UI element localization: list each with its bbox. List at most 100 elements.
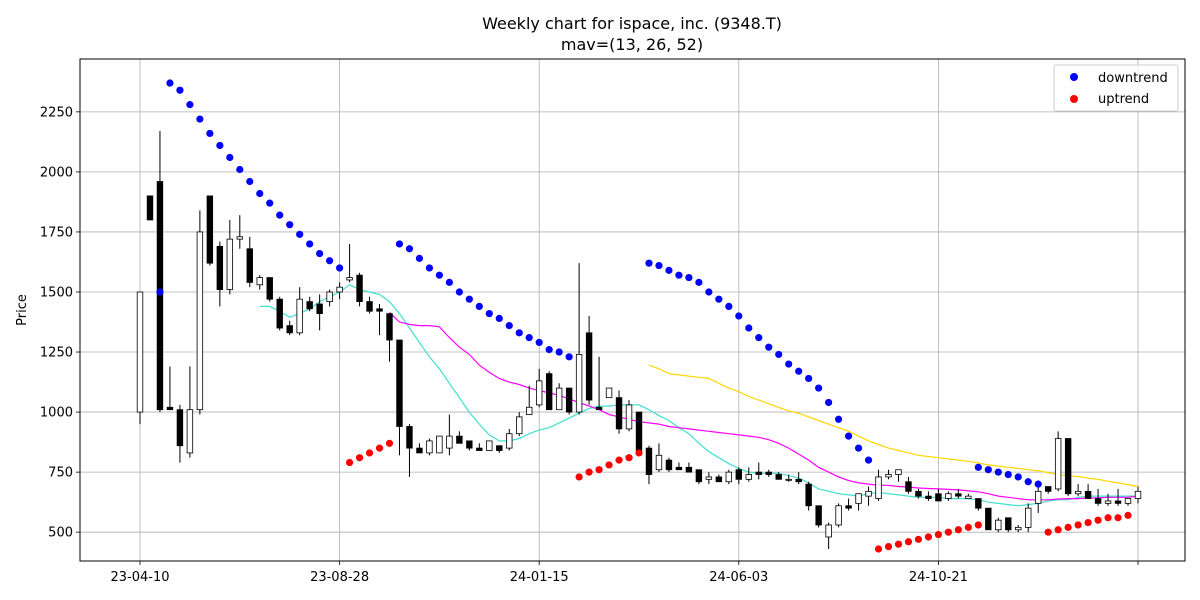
candle-body <box>595 406 603 411</box>
candle <box>825 522 832 549</box>
candle <box>286 320 293 336</box>
uptrend-point <box>635 449 643 457</box>
uptrend-point <box>1114 514 1122 522</box>
candle <box>805 481 812 511</box>
candle-body <box>186 409 194 454</box>
candle <box>256 275 263 290</box>
candle <box>575 263 583 415</box>
downtrend-point <box>765 343 773 351</box>
candle <box>246 236 253 288</box>
downtrend-point <box>226 153 234 162</box>
downtrend-point <box>1024 478 1032 486</box>
candle-body <box>935 493 942 502</box>
downtrend-point <box>745 324 753 332</box>
downtrend-point <box>276 211 284 219</box>
candle <box>526 385 533 415</box>
uptrend-point <box>1064 523 1072 531</box>
candle-body <box>136 291 144 413</box>
candle-body <box>326 291 333 302</box>
candle-body <box>1015 526 1022 531</box>
candle-body <box>1114 500 1122 504</box>
downtrend-point <box>1004 470 1012 479</box>
candle-body <box>316 303 323 315</box>
candle <box>725 469 733 485</box>
candle <box>416 443 423 454</box>
candle <box>1114 488 1122 506</box>
downtrend-point <box>535 338 543 347</box>
candle-body <box>745 474 752 480</box>
candle <box>585 316 593 405</box>
candle-body <box>655 454 663 471</box>
uptrend-point <box>1084 518 1092 527</box>
candle-body <box>555 387 563 411</box>
candle-body <box>805 483 812 507</box>
candle-body <box>286 325 293 334</box>
candle-body <box>955 493 962 497</box>
mav-26-line <box>389 311 1139 501</box>
downtrend-point <box>825 398 833 407</box>
candle <box>1015 524 1022 533</box>
trend-points-layer <box>156 79 1132 553</box>
candle-body <box>276 298 283 329</box>
y-tick-label: 2250 <box>40 105 73 120</box>
downtrend-point <box>775 350 783 359</box>
candle-body <box>755 471 762 475</box>
downtrend-point <box>445 278 453 286</box>
downtrend-point <box>405 245 414 253</box>
downtrend-point <box>864 456 873 464</box>
candle-body <box>625 404 633 430</box>
y-tick-label: 500 <box>48 526 73 541</box>
candle <box>895 469 902 482</box>
candle <box>935 488 942 502</box>
candle-body <box>575 354 583 413</box>
y-tick-label: 750 <box>48 466 73 481</box>
uptrend-point <box>884 542 893 551</box>
downtrend-point <box>525 334 533 342</box>
uptrend-point <box>974 521 982 529</box>
downtrend-point <box>316 249 324 258</box>
candle <box>1064 438 1072 497</box>
y-axis-label: Price <box>15 294 30 326</box>
candle <box>336 282 343 300</box>
downtrend-point <box>984 466 992 474</box>
candle-body <box>146 195 154 221</box>
candle <box>1044 486 1052 494</box>
candle <box>545 371 553 411</box>
legend: downtrend uptrend <box>1053 64 1179 112</box>
candle <box>815 505 822 528</box>
downtrend-point <box>655 261 663 270</box>
uptrend-point <box>1094 516 1102 524</box>
candle <box>995 517 1002 533</box>
uptrend-point <box>1104 514 1112 522</box>
candle <box>146 195 154 221</box>
uptrend-point <box>385 439 394 447</box>
candle-body <box>376 308 383 312</box>
candle-body <box>486 440 493 451</box>
candle <box>226 219 234 295</box>
candle <box>446 414 453 456</box>
candle <box>625 400 633 432</box>
candle <box>176 404 184 463</box>
candle <box>386 313 393 362</box>
candle <box>775 472 782 480</box>
candle-body <box>266 277 273 300</box>
candle <box>885 469 892 480</box>
candle <box>296 287 303 336</box>
candle-body <box>665 459 673 471</box>
uptrend-point <box>345 458 354 467</box>
candle-body <box>356 274 363 302</box>
candle <box>486 440 493 451</box>
legend-label-uptrend: uptrend <box>1098 92 1149 107</box>
uptrend-point <box>954 526 962 534</box>
downtrend-point <box>435 271 443 279</box>
candle <box>316 294 323 331</box>
downtrend-point <box>795 367 803 375</box>
downtrend-point <box>455 288 463 296</box>
candle-body <box>1094 498 1102 504</box>
y-tick-label: 1500 <box>40 285 73 300</box>
candle-body <box>965 495 972 499</box>
candle <box>665 457 673 473</box>
candle-body <box>1064 438 1072 495</box>
candle <box>506 428 513 451</box>
candle-body <box>775 474 782 480</box>
